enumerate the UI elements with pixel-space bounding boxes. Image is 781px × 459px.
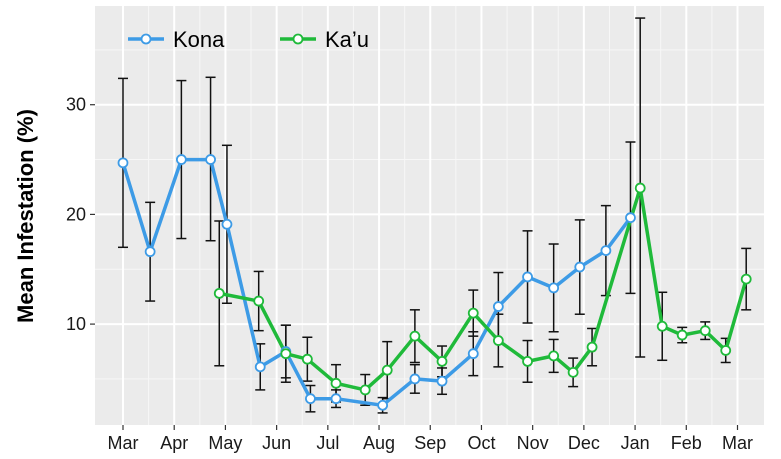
series-2-point [381, 364, 393, 376]
y-tick-label: 10 [66, 314, 86, 334]
legend-swatch-point [292, 33, 304, 45]
x-tick-label: Jun [262, 433, 291, 453]
x-tick-label: May [208, 433, 242, 453]
series-2-point [656, 320, 668, 332]
series-2-point [409, 330, 421, 342]
series-layer [117, 17, 752, 414]
series-2-point [492, 335, 504, 346]
series-2-point [213, 287, 225, 299]
series-2-point [548, 350, 560, 362]
series-1-point [436, 375, 448, 387]
series-1-point [221, 218, 233, 230]
x-tick-label: Aug [363, 433, 395, 453]
series-2-point [676, 329, 688, 341]
series-1-point [175, 154, 187, 165]
series-1-point [117, 157, 129, 169]
series-1-point [377, 399, 389, 411]
series-1-point [600, 245, 612, 256]
x-tick-label: Jan [621, 433, 650, 453]
legend: Kona Ka’u [128, 27, 369, 52]
series-2-point [567, 366, 579, 378]
x-tick-label: Sep [414, 433, 446, 453]
series-2-point [634, 182, 646, 194]
x-tick-label: Mar [108, 433, 139, 453]
x-tick-label: Jul [316, 433, 339, 453]
x-tick-label: Feb [671, 433, 702, 453]
series-1-point [522, 271, 533, 283]
series-1-point [305, 393, 316, 405]
legend-label: Kona [173, 27, 225, 52]
series-1-point [144, 246, 156, 258]
x-tick-label: Nov [517, 433, 549, 453]
legend-swatch-point [140, 33, 152, 45]
series-2-point [720, 345, 732, 356]
y-axis-ticks: 10 20 30 [66, 95, 95, 334]
series-2-point [359, 384, 371, 396]
series-2-point [699, 325, 711, 337]
legend-label: Ka’u [325, 27, 369, 52]
series-2-point [301, 353, 313, 365]
y-tick-label: 30 [66, 95, 86, 115]
series-1-point [205, 154, 216, 165]
series-1-point [492, 301, 504, 312]
x-tick-label: Apr [160, 433, 188, 453]
series-2-point [467, 307, 479, 319]
series-2-point [586, 341, 598, 353]
series-1-point [625, 212, 636, 224]
series-2-point [330, 377, 342, 389]
x-axis-ticks: Mar Apr May Jun Jul Aug Sep Oct Nov Dec Jan Feb Mar [108, 425, 753, 453]
x-tick-label: Mar [722, 433, 753, 453]
series-1-point [467, 348, 479, 360]
series-1-point [548, 282, 560, 294]
series-2-point [436, 355, 448, 367]
series-2-point [522, 355, 533, 367]
series-1-point [574, 261, 586, 273]
series-1-point [330, 393, 342, 405]
series-1-point [254, 361, 266, 373]
series-2-point [740, 273, 752, 285]
x-tick-label: Dec [568, 433, 600, 453]
series-1-point [409, 373, 421, 385]
x-tick-label: Oct [467, 433, 495, 453]
series-2-point [280, 348, 292, 360]
series-2-point [253, 295, 265, 307]
y-axis-label: Mean Infestation (%) [13, 109, 38, 323]
y-tick-label: 20 [66, 204, 86, 224]
